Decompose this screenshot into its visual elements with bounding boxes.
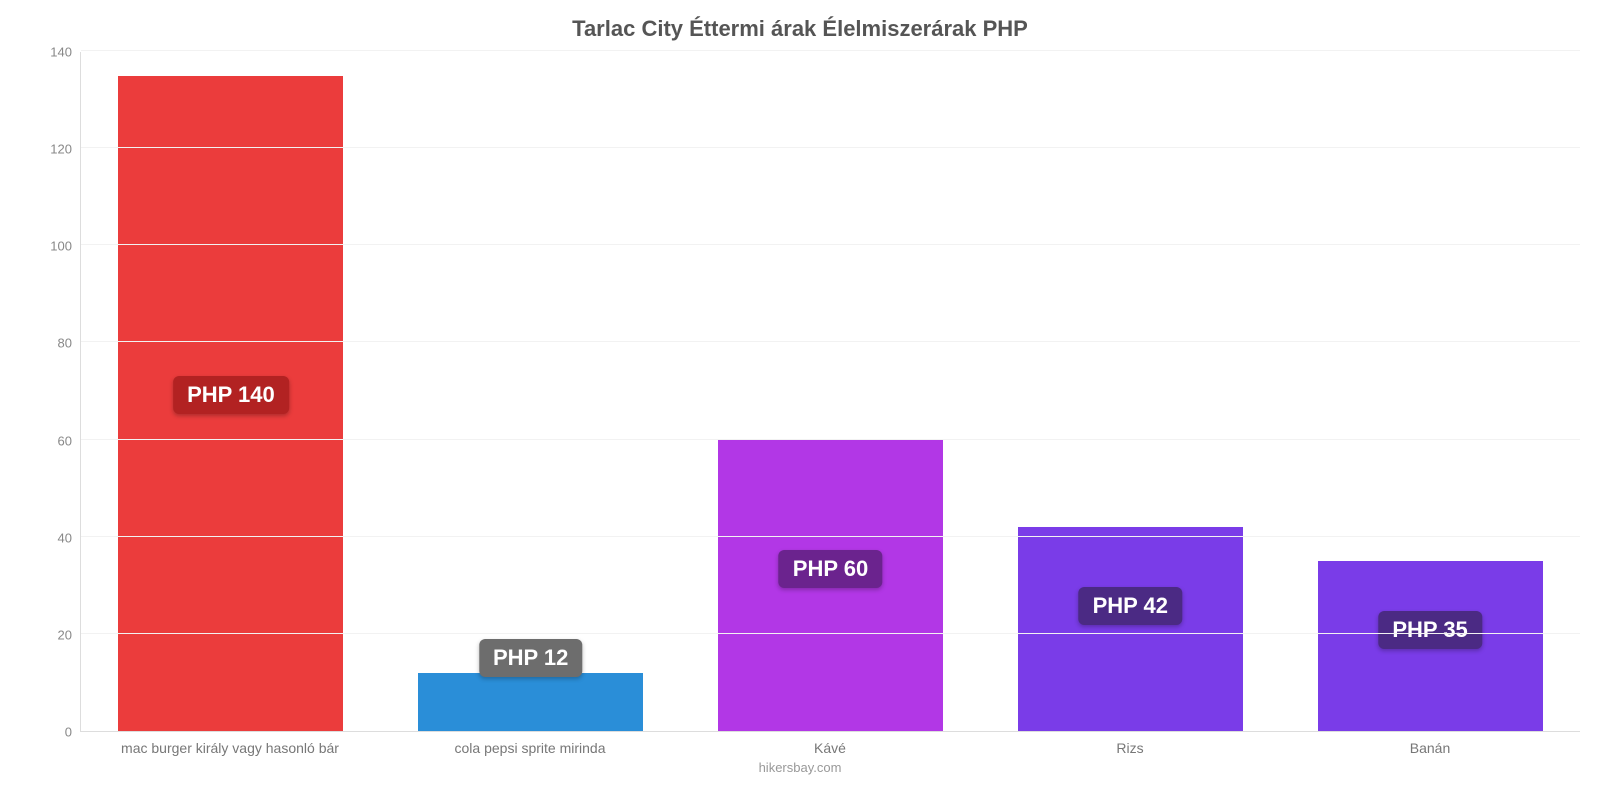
y-tick-label: 80 (58, 336, 72, 351)
gridline (81, 439, 1580, 440)
y-tick-label: 0 (65, 725, 72, 740)
bar: PHP 60 (718, 440, 943, 731)
attribution-text: hikersbay.com (20, 760, 1580, 775)
gridline (81, 341, 1580, 342)
y-tick-label: 140 (50, 45, 72, 60)
y-axis: 020406080100120140 (20, 52, 80, 732)
bar-slot: PHP 60 (681, 52, 981, 731)
bar-slot: PHP 35 (1280, 52, 1580, 731)
y-tick-label: 20 (58, 627, 72, 642)
bar: PHP 35 (1318, 561, 1543, 731)
bar-value-badge: PHP 12 (479, 639, 582, 677)
gridline (81, 633, 1580, 634)
gridline (81, 147, 1580, 148)
gridline (81, 50, 1580, 51)
y-tick-label: 100 (50, 239, 72, 254)
bar-value-badge: PHP 60 (779, 550, 882, 588)
bar-value-badge: PHP 140 (173, 376, 289, 414)
x-axis: mac burger király vagy hasonló bárcola p… (80, 732, 1580, 756)
bar-slot: PHP 140 (81, 52, 381, 731)
x-tick-label: Banán (1280, 732, 1580, 756)
bar-value-badge: PHP 35 (1378, 611, 1481, 649)
chart-title: Tarlac City Éttermi árak Élelmiszerárak … (20, 16, 1580, 42)
bar: PHP 42 (1018, 527, 1243, 731)
gridline (81, 244, 1580, 245)
bar-slot: PHP 12 (381, 52, 681, 731)
y-tick-label: 40 (58, 530, 72, 545)
x-tick-label: mac burger király vagy hasonló bár (80, 732, 380, 756)
bar: PHP 12 (418, 673, 643, 731)
x-tick-label: cola pepsi sprite mirinda (380, 732, 680, 756)
y-tick-label: 120 (50, 142, 72, 157)
plot-row: 020406080100120140 PHP 140PHP 12PHP 60PH… (20, 52, 1580, 732)
price-bar-chart: Tarlac City Éttermi árak Élelmiszerárak … (0, 0, 1600, 800)
plot-area: PHP 140 PHP 12 PHP 60 PHP 42 PHP 35 (80, 52, 1580, 732)
bar-slot: PHP 42 (980, 52, 1280, 731)
bars-container: PHP 140 PHP 12 PHP 60 PHP 42 PHP 35 (81, 52, 1580, 731)
gridline (81, 536, 1580, 537)
x-tick-label: Rizs (980, 732, 1280, 756)
x-tick-label: Kávé (680, 732, 980, 756)
y-tick-label: 60 (58, 433, 72, 448)
bar-value-badge: PHP 42 (1079, 587, 1182, 625)
